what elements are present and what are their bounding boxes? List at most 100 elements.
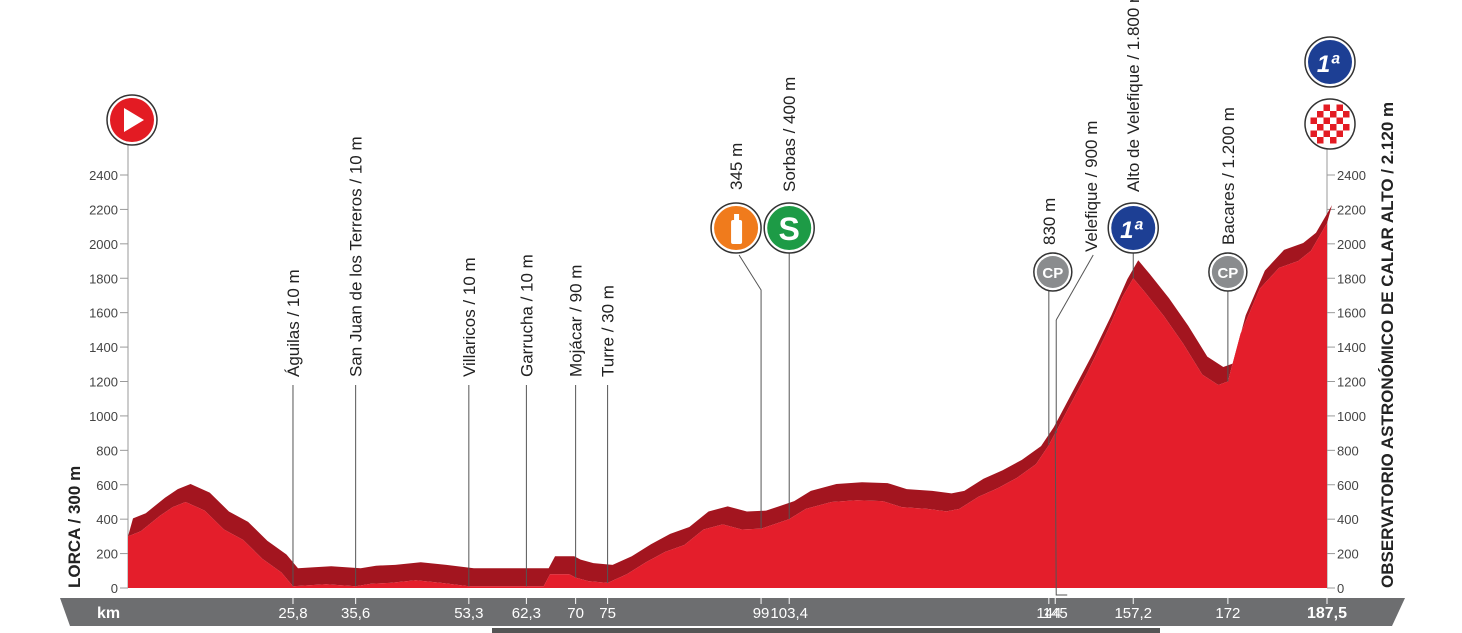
checker-square — [1323, 104, 1330, 111]
start-arrow-shape — [124, 108, 144, 132]
y-tick-label-right: 200 — [1337, 547, 1359, 562]
start-arrow-icon — [106, 94, 158, 146]
point-label: 345 m — [727, 143, 746, 190]
y-tick-label-right: 0 — [1337, 581, 1344, 596]
point-label: Águilas / 10 m — [284, 269, 303, 377]
x-tick-label: 187,5 — [1307, 605, 1347, 622]
axis-band-shape — [60, 598, 1405, 626]
y-tick-label-left: 600 — [96, 478, 118, 493]
x-tick-label: 35,6 — [341, 605, 370, 622]
y-tick-label-left: 1800 — [89, 271, 118, 286]
climb-category-text: 1ª — [1120, 217, 1143, 244]
elevation-profile — [128, 205, 1332, 588]
point-label: San Juan de los Terreros / 10 m — [347, 136, 366, 377]
y-tick-label-right: 1600 — [1337, 306, 1366, 321]
axis-band-shadow — [492, 628, 1160, 633]
checker-square — [1330, 111, 1337, 118]
point-label: Turre / 30 m — [599, 285, 618, 377]
point-label: 830 m — [1040, 198, 1059, 245]
checkpoint-letters: CP — [1042, 265, 1063, 282]
y-tick-label-left: 1200 — [89, 375, 118, 390]
checker-square — [1323, 130, 1330, 137]
finish-climb-text: 1ª — [1317, 51, 1340, 78]
checkpoint-icon-disc — [1036, 256, 1069, 288]
bottle-neck — [734, 214, 740, 221]
checker-square — [1336, 117, 1343, 124]
y-axis-ticks: 0 0 200 200 400 400 600 600 800 800 1000 1000 1200 12… — [89, 168, 1366, 596]
point-label: Mojácar / 90 m — [567, 265, 586, 377]
y-tick-label-left: 2400 — [89, 168, 118, 183]
point-label: Alto de Velefique / 1.800 m — [1124, 0, 1143, 192]
point-label: Sorbas / 400 m — [780, 77, 799, 192]
x-tick-label: 62,3 — [512, 605, 541, 622]
y-tick-label-right: 800 — [1337, 443, 1359, 458]
y-tick-label-right: 2000 — [1337, 237, 1366, 252]
profile-area — [128, 223, 1327, 588]
checker-square — [1310, 130, 1317, 137]
y-tick-label-left: 1400 — [89, 340, 118, 355]
checker-square — [1317, 111, 1324, 118]
leader-line — [1055, 254, 1094, 321]
x-tick-label: 172 — [1215, 605, 1240, 622]
y-tick-label-left: 2200 — [89, 202, 118, 217]
x-tick-label: 70 — [567, 605, 584, 622]
y-tick-label-left: 0 — [111, 581, 118, 596]
finish-flag-icon — [1304, 98, 1356, 150]
y-tick-label-left: 2000 — [89, 237, 118, 252]
finish-climb-icon-disc — [1308, 40, 1352, 84]
y-tick-label-right: 2200 — [1337, 202, 1366, 217]
y-tick-label-left: 1000 — [89, 409, 118, 424]
checkpoint-icon-disc — [1211, 256, 1244, 288]
finish-climb-icon: 1ª — [1304, 36, 1356, 88]
start-label: LORCA / 300 m — [65, 466, 84, 588]
checker-square — [1323, 117, 1330, 124]
checker-square — [1310, 117, 1317, 124]
checker-square — [1317, 124, 1324, 131]
x-tick-label: 145 — [1043, 605, 1068, 622]
y-tick-label-right: 600 — [1337, 478, 1359, 493]
point-markers: Águilas / 10 m San Juan de los Terreros /… — [127, 0, 1238, 596]
x-axis-title: km — [97, 605, 120, 622]
bottle-shape — [731, 220, 743, 244]
y-tick-label-right: 2400 — [1337, 168, 1366, 183]
checkpoint-icon: CP — [1033, 252, 1073, 292]
x-tick-label: 75 — [599, 605, 616, 622]
x-tick-label: 53,3 — [454, 605, 483, 622]
y-tick-label-right: 1000 — [1337, 409, 1366, 424]
y-tick-label-right: 400 — [1337, 512, 1359, 527]
point-label: Villaricos / 10 m — [460, 257, 479, 377]
checker-square — [1330, 124, 1337, 131]
y-tick-label-right: 1200 — [1337, 375, 1366, 390]
point-label: Bacares / 1.200 m — [1219, 107, 1238, 245]
y-tick-label-left: 400 — [96, 512, 118, 527]
checker-square — [1317, 137, 1324, 144]
sprint-letter: S — [779, 211, 800, 247]
feed-zone-icon — [710, 202, 762, 254]
checker-square — [1336, 130, 1343, 137]
x-tick-label: 99 — [753, 605, 770, 622]
checker-square — [1336, 104, 1343, 111]
point-label: Velefique / 900 m — [1082, 121, 1101, 252]
y-tick-label-left: 200 — [96, 547, 118, 562]
checker-square — [1343, 124, 1350, 131]
finish-label: OBSERVATORIO ASTRONÓMICO DE CALAR ALTO /… — [1378, 102, 1397, 588]
climb-category-icon: 1ª — [1107, 202, 1159, 254]
y-tick-label-left: 800 — [96, 443, 118, 458]
x-tick-label: 25,8 — [278, 605, 307, 622]
sprint-icon: S — [763, 202, 815, 254]
checker-square — [1330, 137, 1337, 144]
leader-line — [738, 254, 762, 529]
y-tick-label-right: 1400 — [1337, 340, 1366, 355]
checker-square — [1343, 111, 1350, 118]
leader-line — [1054, 431, 1068, 596]
x-tick-label: 144 — [1036, 605, 1061, 622]
checkpoint-icon: CP — [1208, 252, 1248, 292]
profile-icons: S CP 1ª CP 1ª — [106, 36, 1356, 292]
point-label: Garrucha / 10 m — [517, 254, 536, 377]
x-tick-label: 103,4 — [770, 605, 808, 622]
y-tick-label-left: 1600 — [89, 306, 118, 321]
climb-category-icon-disc — [1111, 206, 1156, 250]
y-tick-label-right: 1800 — [1337, 271, 1366, 286]
